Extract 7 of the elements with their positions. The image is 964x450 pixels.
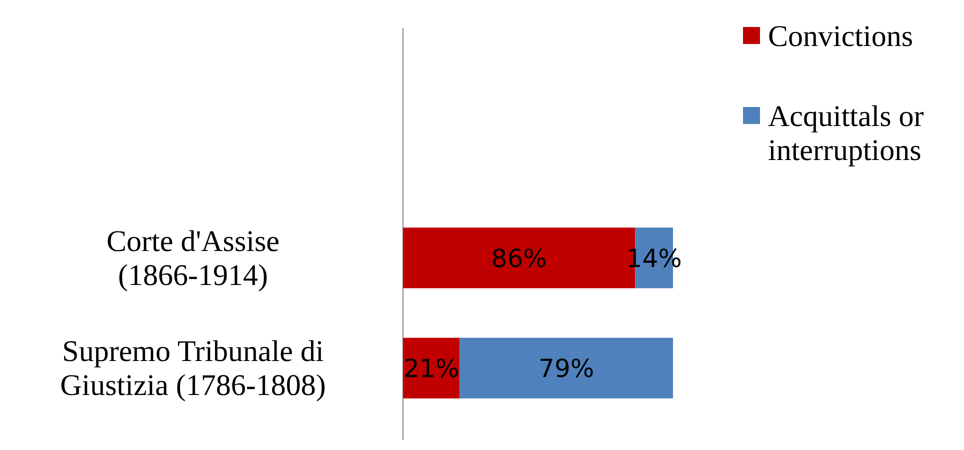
y-tick-label: Corte d'Assise (1866-1914) — [106, 224, 280, 292]
data-label: 79% — [538, 354, 594, 384]
y-tick-label: Supremo Tribunale di Giustizia (1786-1808) — [60, 335, 326, 402]
legend-label: Acquittals or interruptions — [768, 100, 924, 167]
data-label: 21% — [404, 354, 460, 384]
legend-label: Convictions — [768, 20, 914, 53]
data-label: 86% — [491, 244, 547, 273]
